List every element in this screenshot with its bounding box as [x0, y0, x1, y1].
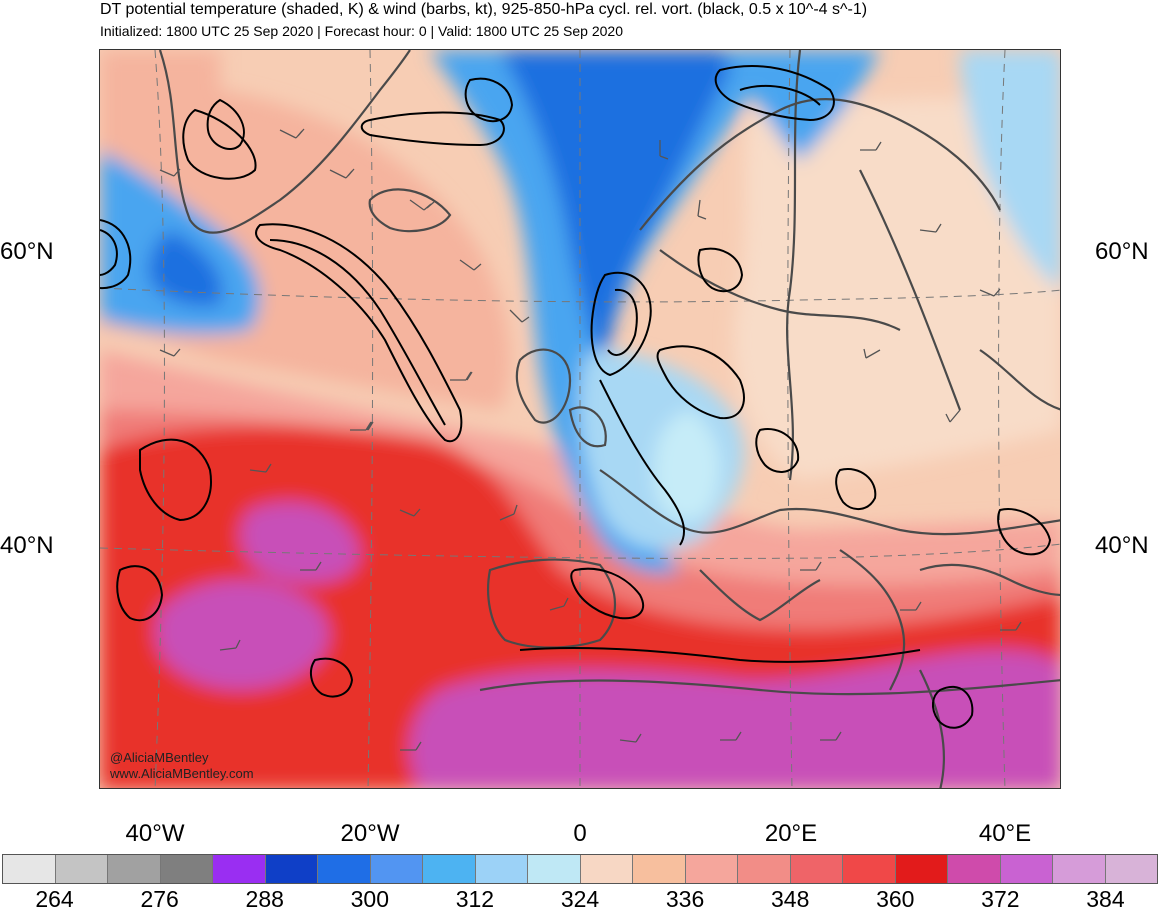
lon-label-40e: 40°E — [978, 820, 1032, 847]
wind-barbs — [159, 128, 1022, 751]
lon-label-0: 0 — [573, 820, 587, 847]
colorbar-swatch — [265, 855, 318, 883]
lat-label-40n-right: 40°N — [1095, 532, 1149, 559]
colorbar-swatch — [423, 855, 476, 883]
colorbar-swatch — [1105, 855, 1157, 883]
credit-handle: @AliciaMBentley — [110, 750, 209, 765]
colorbar-swatch — [475, 855, 528, 883]
colorbar-tick-label: 300 — [350, 886, 389, 912]
lat-label-60n-right: 60°N — [1095, 238, 1149, 265]
chart-title: DT potential temperature (shaded, K) & w… — [100, 1, 868, 18]
colorbar-swatch — [738, 855, 791, 883]
lon-label-20e: 20°E — [764, 820, 818, 847]
colorbar-swatch — [160, 855, 213, 883]
colorbar-swatch — [895, 855, 948, 883]
colorbar-tick-label: 312 — [455, 886, 495, 912]
map-panel: @AliciaMBentley www.AliciaMBentley.com — [99, 49, 1061, 789]
lat-label-40n-left: 40°N — [0, 532, 54, 559]
vorticity-contours — [100, 65, 1052, 729]
colorbar-tick-label: 288 — [245, 886, 284, 912]
colorbar-swatch — [843, 855, 896, 883]
map-canvas — [100, 50, 1060, 788]
colorbar-swatch — [3, 855, 56, 883]
colorbar-tick-label: 348 — [770, 886, 810, 912]
lon-label-20w: 20°W — [340, 820, 400, 847]
colorbar-swatch — [528, 855, 581, 883]
colorbar-tick-label: 360 — [876, 886, 915, 912]
colorbar-swatch — [685, 855, 738, 883]
chart-subtitle: Initialized: 1800 UTC 25 Sep 2020 | Fore… — [100, 23, 623, 39]
colorbar-swatch — [790, 855, 843, 883]
colorbar-tick-label: 264 — [35, 886, 74, 912]
colorbar-swatch — [108, 855, 161, 883]
colorbar-swatch — [213, 855, 266, 883]
colorbar-swatch — [948, 855, 1001, 883]
colorbar-swatch — [1000, 855, 1053, 883]
colorbar-tick-label: 324 — [560, 886, 600, 912]
colorbar — [2, 854, 1158, 884]
colorbar-swatch — [1053, 855, 1106, 883]
credit-website: www.AliciaMBentley.com — [110, 766, 254, 781]
colorbar-swatch — [318, 855, 371, 883]
colorbar-tick-label: 372 — [981, 886, 1020, 912]
colorbar-tick-label: 336 — [665, 886, 705, 912]
graticule — [100, 50, 1060, 788]
colorbar-swatch — [370, 855, 423, 883]
colorbar-swatch — [633, 855, 686, 883]
colorbar-swatch — [55, 855, 108, 883]
colorbar-tick-label: 384 — [1086, 886, 1125, 912]
lat-label-60n-left: 60°N — [0, 238, 54, 265]
coastlines — [158, 50, 1060, 788]
lon-label-40w: 40°W — [125, 820, 185, 847]
colorbar-tick-label: 276 — [140, 886, 179, 912]
colorbar-swatch — [580, 855, 633, 883]
